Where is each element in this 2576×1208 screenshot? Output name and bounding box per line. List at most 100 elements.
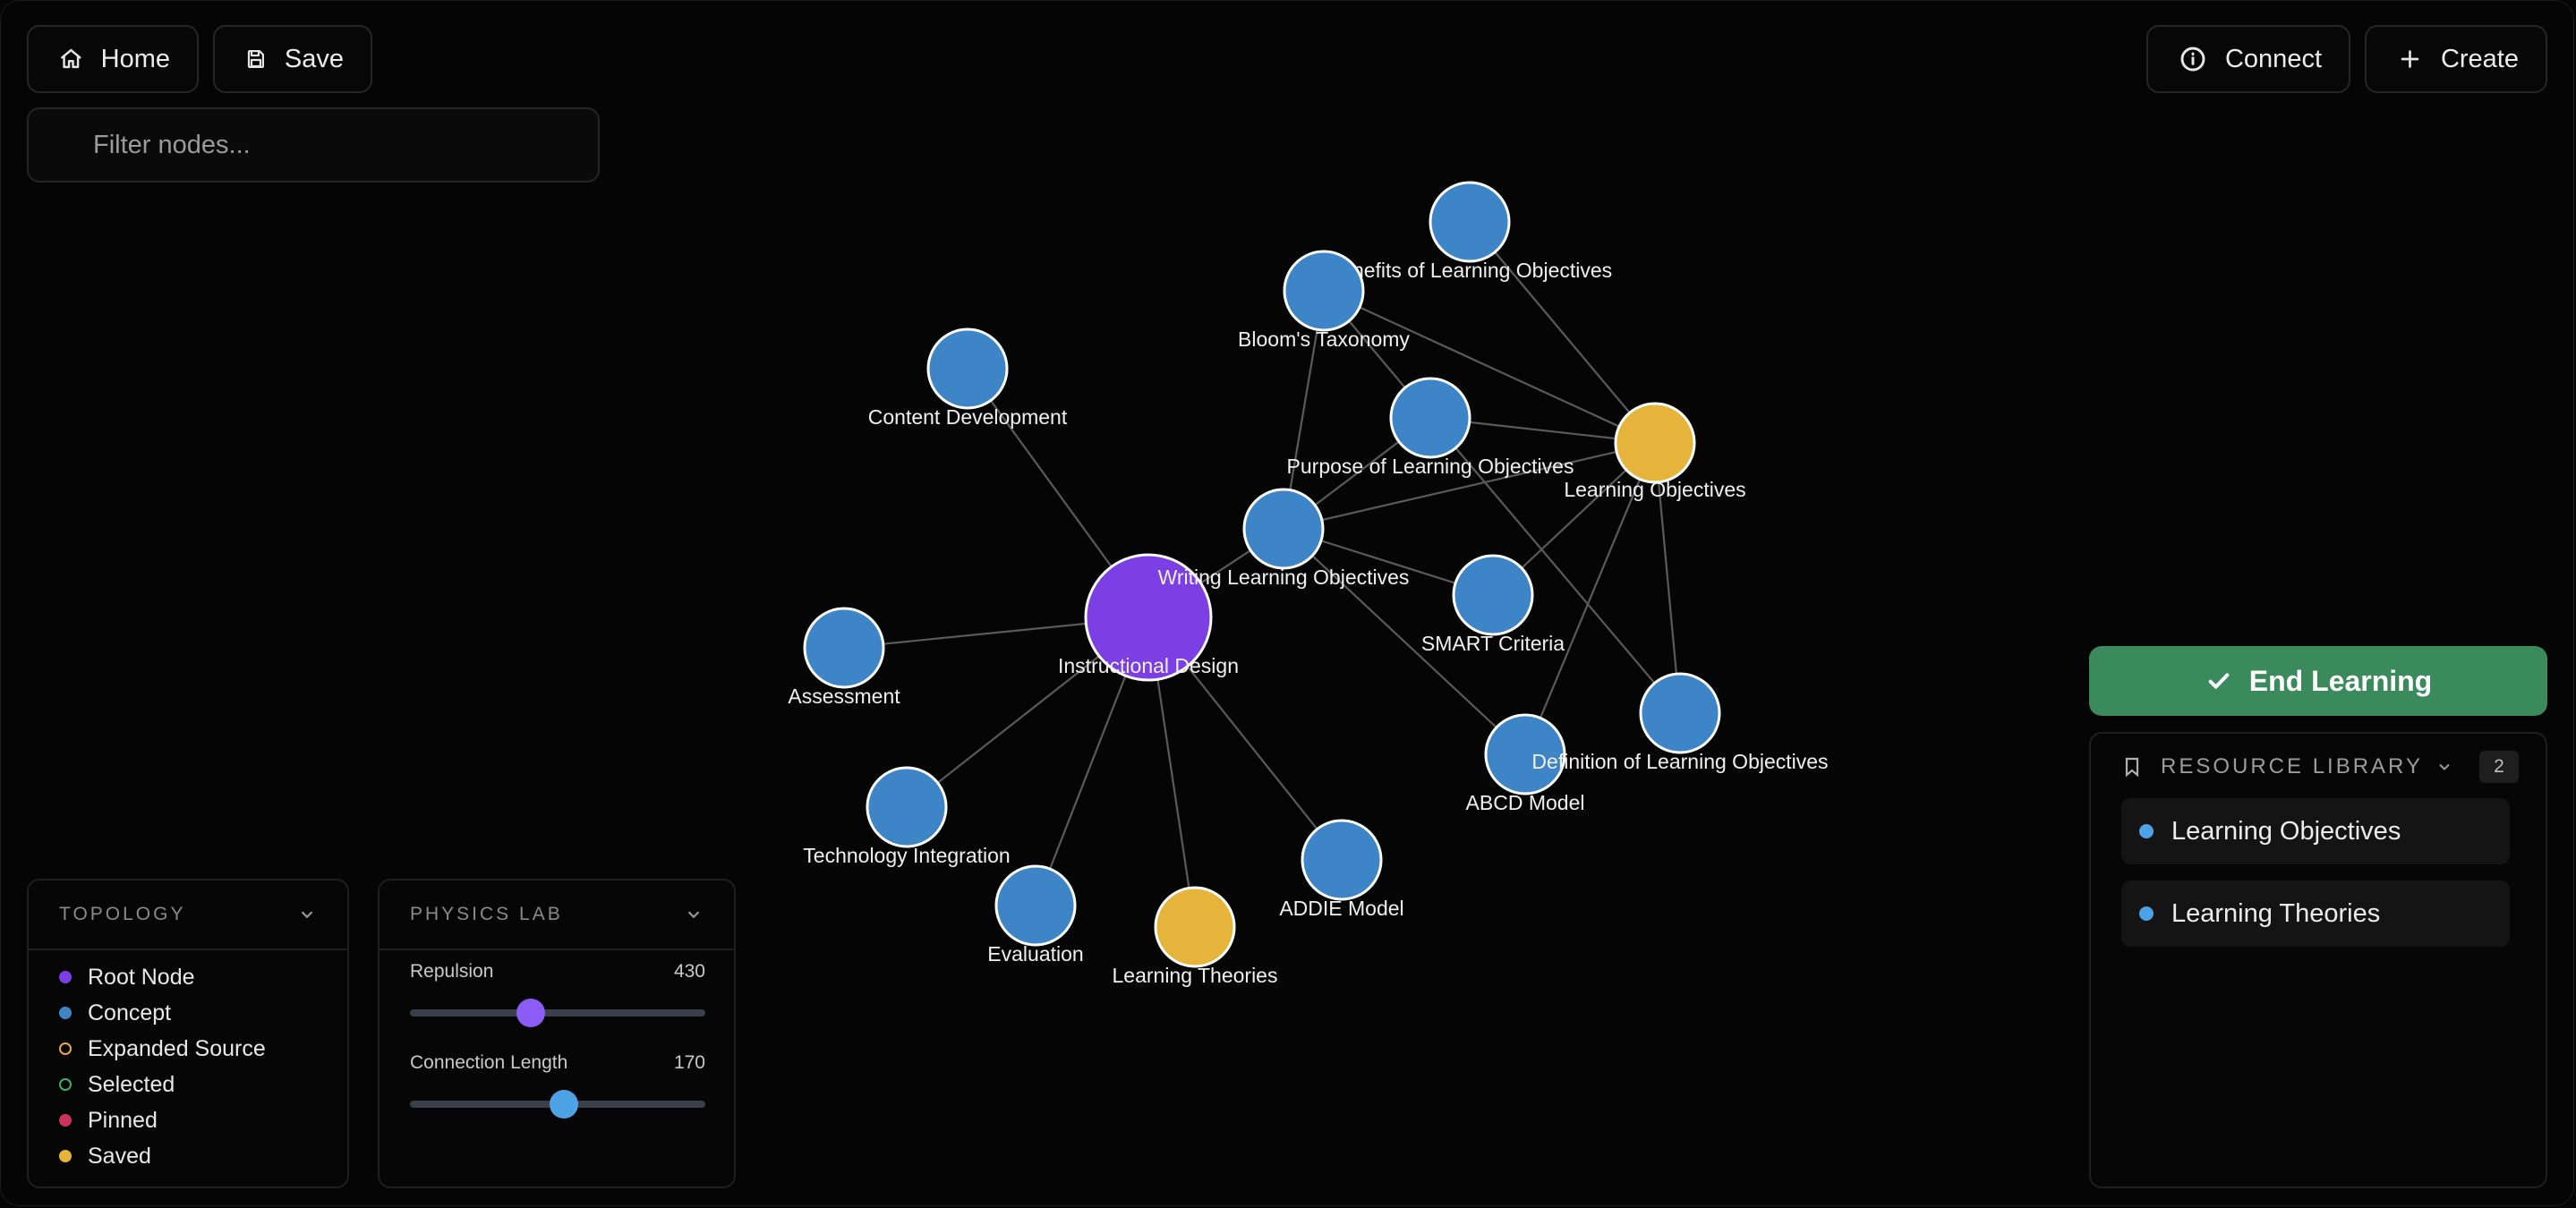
node-circle[interactable] [1242,488,1325,570]
topology-panel: TOPOLOGY Root Node Concept Expanded Source… [27,879,349,1188]
resource-library-header[interactable]: RESOURCE LIBRARY 2 [2091,736,2546,798]
physics-lab-header[interactable]: PHYSICS LAB [380,880,734,950]
node-circle[interactable] [1429,181,1511,263]
resource-library-panel: RESOURCE LIBRARY 2 Learning Objectives Le… [2089,732,2547,1188]
node-learning-objectives[interactable]: Learning Objectives [1564,402,1746,501]
legend-dot-icon [59,1078,72,1091]
resource-item-label: Learning Theories [2171,898,2381,928]
chevron-down-icon [301,911,313,919]
node-circle[interactable] [1639,672,1721,754]
connection-length-slider-thumb[interactable] [549,1090,578,1119]
filter-nodes-input[interactable] [27,107,600,183]
end-learning-label: End Learning [2248,664,2433,697]
node-circle[interactable] [1154,886,1236,968]
node-instructional-design[interactable]: Instructional Design [1058,553,1239,682]
node-circle[interactable] [926,328,1009,410]
topology-header[interactable]: TOPOLOGY [29,880,347,950]
chevron-down-icon [687,911,700,919]
legend-label: Selected [88,1071,175,1097]
node-circle[interactable] [1301,819,1383,901]
node-smart-criteria[interactable]: SMART Criteria [1421,554,1565,655]
node-circle[interactable] [866,766,948,848]
node-label: Learning Theories [1113,964,1278,987]
legend-label: Root Node [88,964,195,990]
graph-nodes: Instructional Design Content Development A… [788,181,1829,987]
legend-dot-icon [59,1042,72,1055]
node-label: SMART Criteria [1421,632,1565,655]
node-assessment[interactable]: Assessment [788,607,900,708]
legend-dot-icon [59,1114,72,1127]
resource-item-label: Learning Objectives [2171,816,2401,846]
resource-list: Learning Objectives Learning Theories [2091,798,2546,947]
node-label: ABCD Model [1466,791,1585,814]
legend-item-concept: Concept [59,995,347,1031]
legend-label: Pinned [88,1107,158,1133]
physics-lab-panel: PHYSICS LAB Repulsion 430 Connection Len… [378,879,736,1188]
node-label: Content Development [868,405,1068,429]
node-content-development[interactable]: Content Development [868,328,1068,429]
create-button-label: Create [2440,44,2519,73]
node-benefits-of-learning-objectives[interactable]: Benefits of Learning Objectives [1327,181,1612,282]
legend-item-saved: Saved [59,1138,347,1174]
node-definition-of-learning-objectives[interactable]: Definition of Learning Objectives [1531,672,1829,773]
node-circle[interactable] [1389,377,1471,459]
legend-item-root-node: Root Node [59,959,347,995]
connection-length-value: 170 [673,1052,705,1073]
resource-item[interactable]: Learning Theories [2121,880,2510,947]
node-label: Learning Objectives [1564,478,1745,501]
repulsion-slider-thumb[interactable] [516,999,546,1027]
physics-lab-title: PHYSICS LAB [410,904,563,924]
info-icon [2180,47,2205,72]
node-technology-integration[interactable]: Technology Integration [803,766,1011,867]
plus-icon [2401,50,2419,68]
node-label: Benefits of Learning Objectives [1327,259,1612,282]
end-learning-button[interactable]: End Learning [2089,646,2547,716]
edge-learning-objectives-blooms-taxonomy [1323,290,1656,444]
node-label: Definition of Learning Objectives [1531,750,1828,773]
node-learning-theories[interactable]: Learning Theories [1113,886,1278,987]
node-circle[interactable] [1084,553,1213,682]
home-button[interactable]: Home [27,25,199,93]
edge-learning-objectives-definition-of-learning-objectives [1653,442,1682,714]
connection-length-slider[interactable] [410,1090,705,1119]
resource-library-title: RESOURCE LIBRARY [2161,754,2423,778]
node-abcd-model[interactable]: ABCD Model [1466,713,1585,814]
legend-item-expanded-source: Expanded Source [59,1031,347,1067]
legend-dot-icon [59,1150,72,1162]
repulsion-value: 430 [673,961,705,982]
node-blooms-taxonomy[interactable]: Bloom's Taxonomy [1238,250,1410,351]
legend-label: Concept [88,1000,172,1025]
edge-purpose-of-learning-objectives-definition-of-learning-objectives [1429,417,1681,714]
node-writing-learning-objectives[interactable]: Writing Learning Objectives [1158,488,1410,589]
node-evaluation[interactable]: Evaluation [987,864,1084,966]
node-label: Instructional Design [1058,654,1239,677]
node-circle[interactable] [1452,554,1534,636]
node-purpose-of-learning-objectives[interactable]: Purpose of Learning Objectives [1287,377,1574,478]
repulsion-label: Repulsion [410,961,494,982]
create-button[interactable]: Create [2365,25,2547,93]
chevron-down-icon [2439,763,2450,770]
node-label: Assessment [788,685,900,708]
resource-dot-icon [2139,906,2154,921]
edge-writing-learning-objectives-abcd-model [1283,528,1526,755]
edge-learning-objectives-benefits-of-learning-objectives [1469,221,1656,444]
save-button-label: Save [284,44,344,73]
save-button[interactable]: Save [213,25,372,93]
connect-button-label: Connect [2224,44,2322,73]
connect-button[interactable]: Connect [2146,25,2350,93]
node-label: ADDIE Model [1279,897,1403,920]
node-circle[interactable] [803,607,885,689]
resource-item[interactable]: Learning Objectives [2121,798,2510,864]
repulsion-slider[interactable] [410,999,705,1027]
legend-item-selected: Selected [59,1067,347,1102]
bookmark-icon [2125,757,2139,778]
node-circle[interactable] [1283,250,1365,332]
node-circle[interactable] [994,864,1077,947]
node-label: Writing Learning Objectives [1158,566,1410,589]
node-circle[interactable] [1484,713,1566,795]
node-circle[interactable] [1614,402,1696,484]
topology-legend: Root Node Concept Expanded Source Selected P… [29,950,347,1174]
edge-learning-objectives-writing-learning-objectives [1283,441,1656,531]
node-addie-model[interactable]: ADDIE Model [1279,819,1404,920]
